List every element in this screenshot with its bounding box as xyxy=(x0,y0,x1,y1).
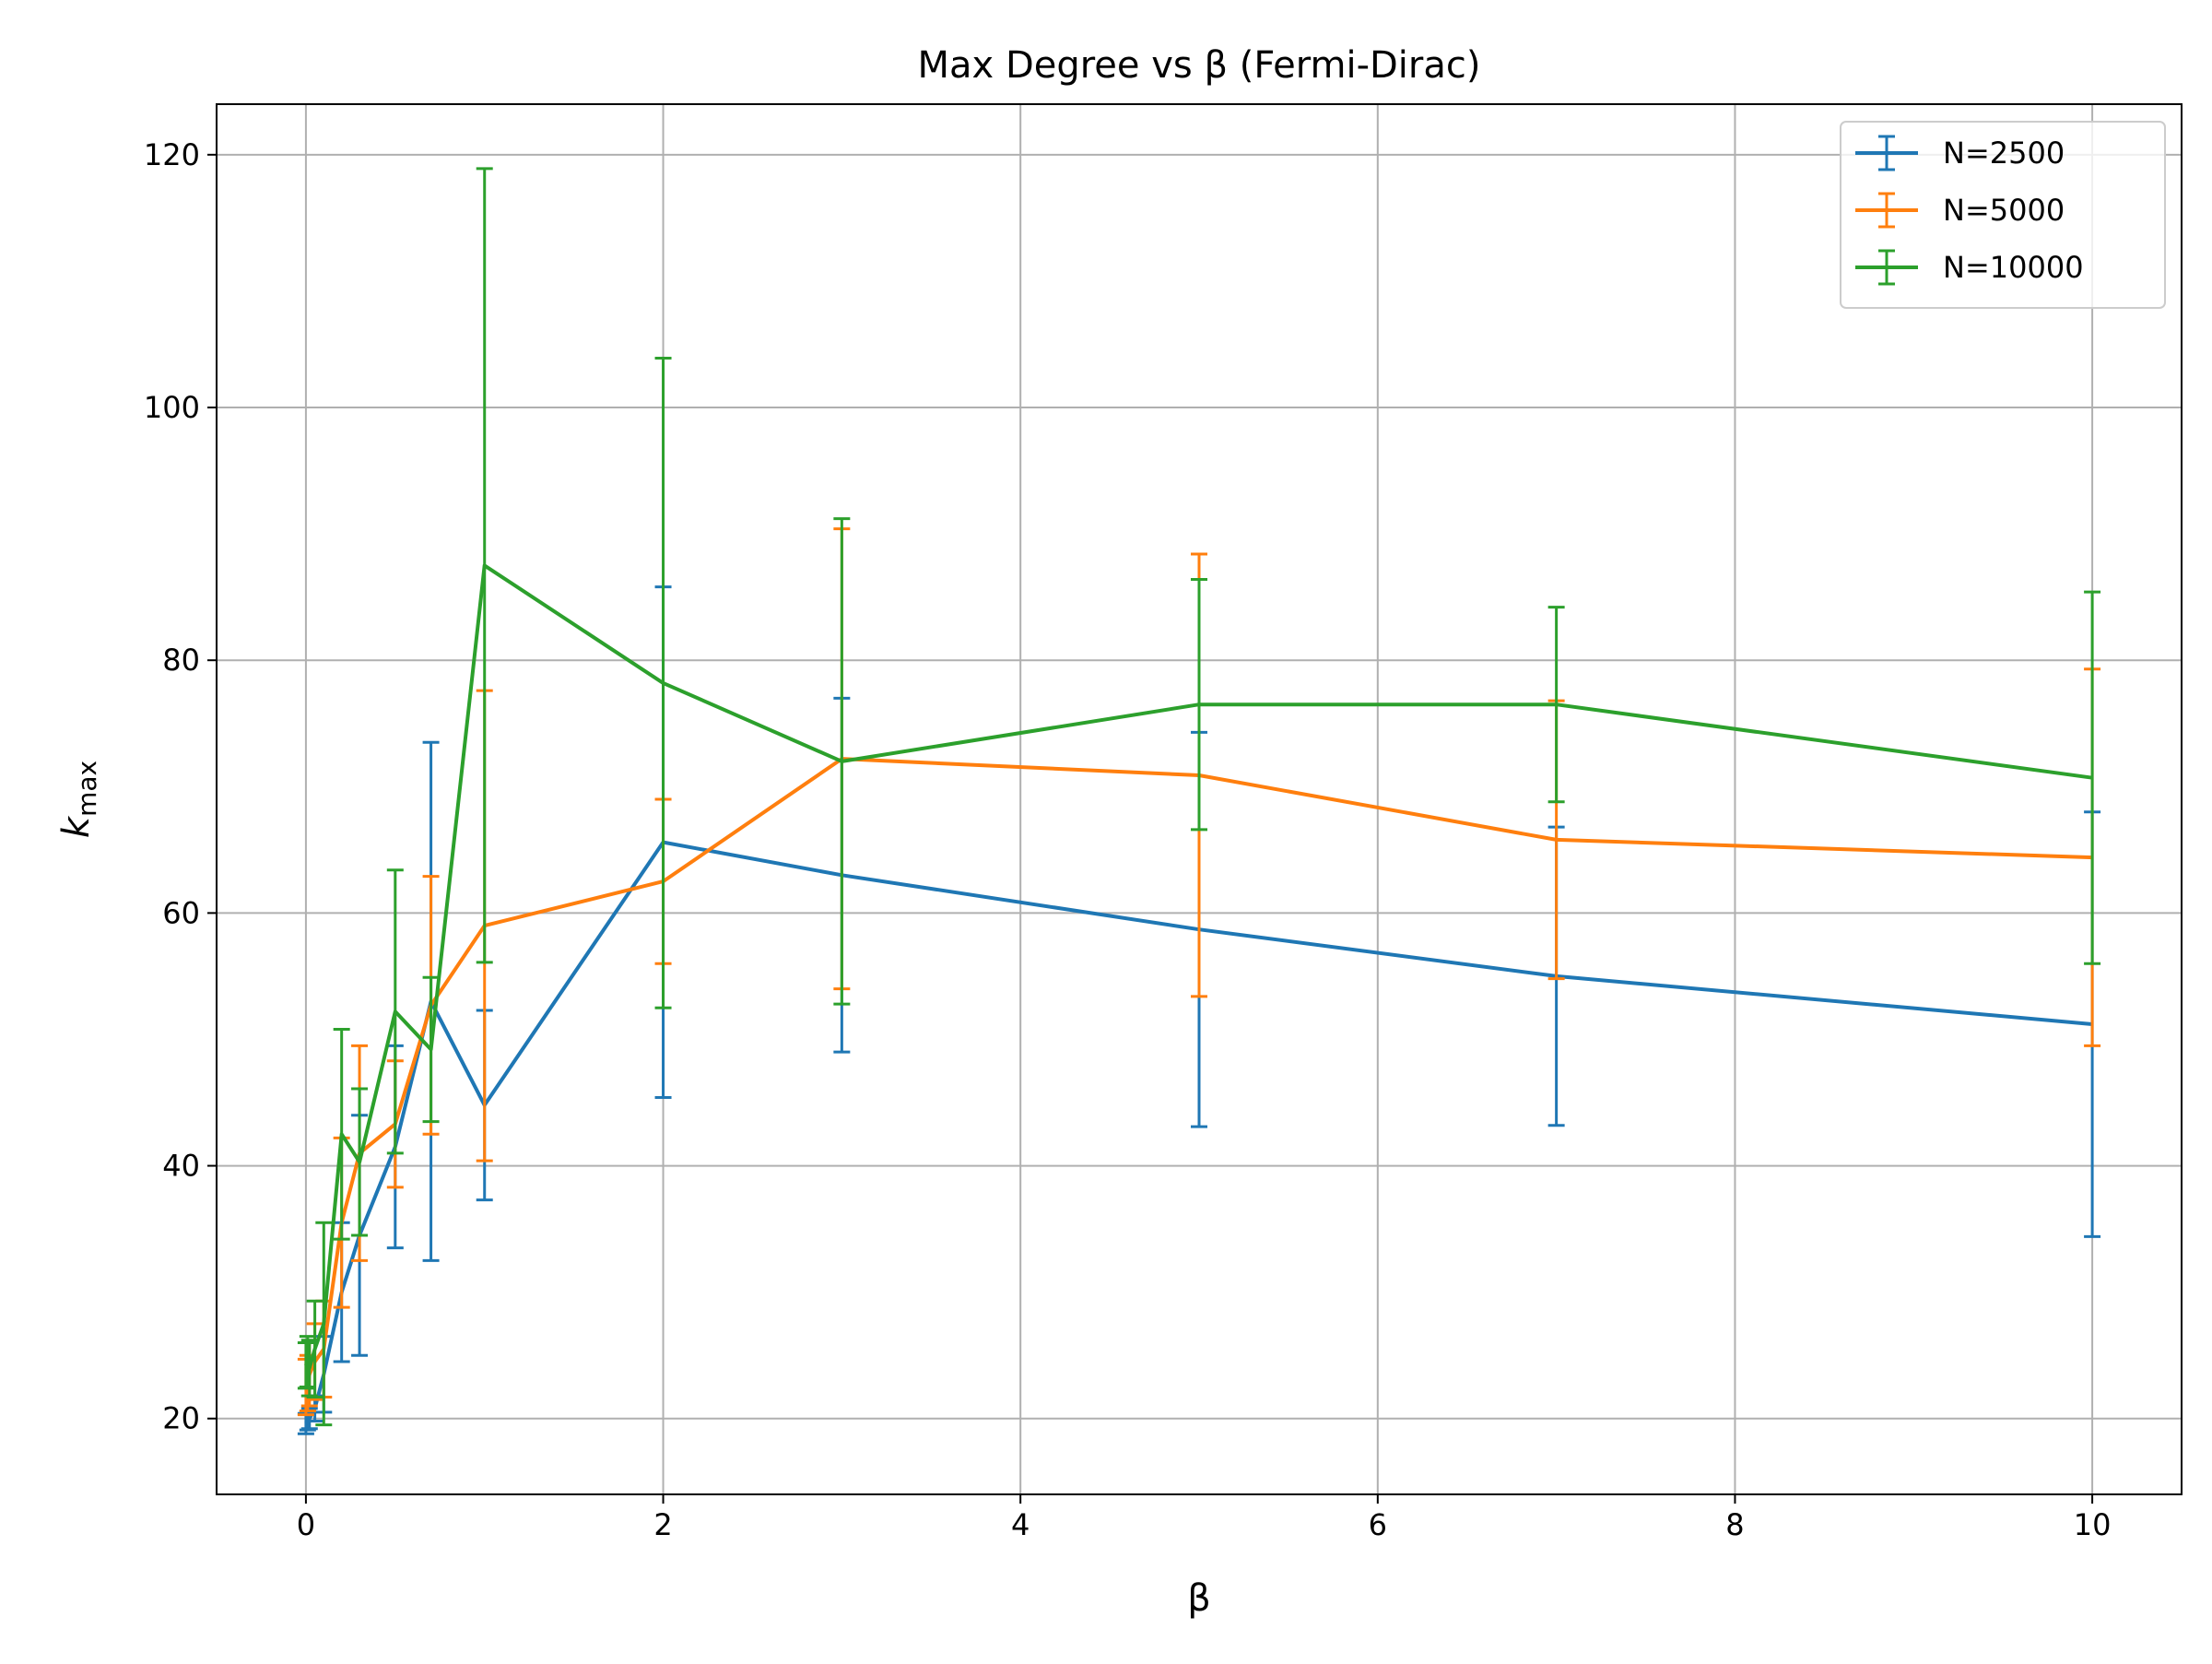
legend-label: N=10000 xyxy=(1943,250,2084,285)
legend-item: N=10000 xyxy=(1855,249,2084,286)
legend-label: N=2500 xyxy=(1943,136,2065,171)
y-tick-label: 20 xyxy=(162,1401,200,1436)
x-tick-label: 6 xyxy=(1369,1507,1387,1542)
x-tick-label: 2 xyxy=(653,1507,672,1542)
legend-item: N=2500 xyxy=(1855,135,2065,171)
y-axis-title-subscript: max xyxy=(72,761,102,817)
legend: N=2500 N=5000 N=10000 xyxy=(1840,121,2166,309)
legend-label: N=5000 xyxy=(1943,193,2065,228)
y-tick-label: 60 xyxy=(162,895,200,930)
plot-frame xyxy=(216,103,2183,1495)
series-line xyxy=(304,563,2093,1370)
legend-box xyxy=(1840,121,2166,309)
y-tick-label: 100 xyxy=(144,390,200,425)
chart-title: Max Degree vs β (Fermi-Dirac) xyxy=(918,44,1481,87)
legend-items: N=2500 N=5000 N=10000 xyxy=(1855,135,2084,286)
x-tick-label: 0 xyxy=(297,1507,315,1542)
series-layer xyxy=(297,167,2101,1435)
series-3 xyxy=(297,167,2101,1427)
x-tick-label: 4 xyxy=(1011,1507,1030,1542)
y-axis-title-main: k xyxy=(55,815,98,838)
legend-item: N=5000 xyxy=(1855,192,2065,229)
tick-layer: 0 2 4 6 8 10 20 40 60 80 100 120 xyxy=(144,137,2112,1542)
x-tick-label: 8 xyxy=(1725,1507,1744,1542)
y-tick-label: 40 xyxy=(162,1149,200,1184)
y-tick-label: 120 xyxy=(144,137,200,172)
y-axis-title: kmax xyxy=(55,761,102,838)
x-tick-label: 10 xyxy=(2074,1507,2112,1542)
x-axis-title: β xyxy=(1187,1577,1211,1620)
y-tick-label: 80 xyxy=(162,643,200,678)
